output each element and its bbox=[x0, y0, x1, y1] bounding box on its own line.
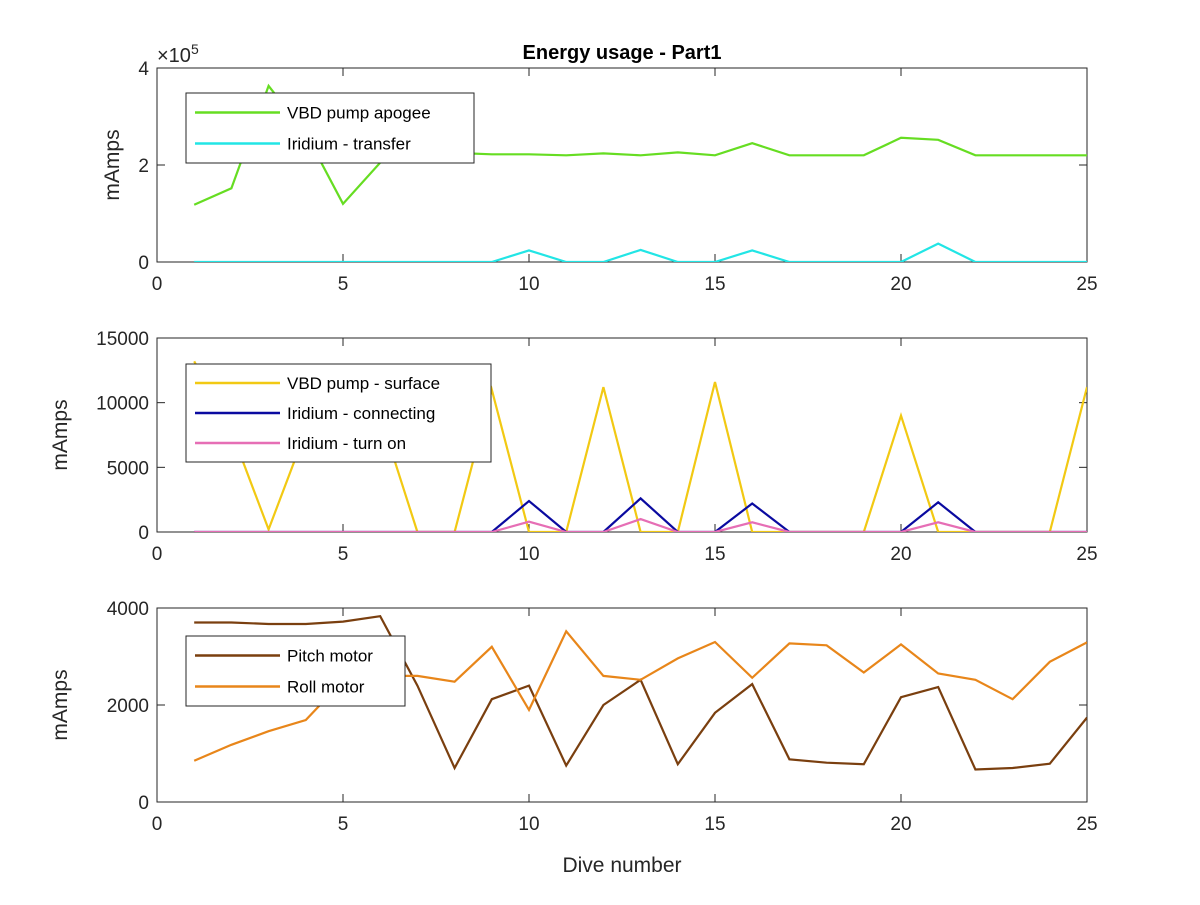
x-tick-label: 25 bbox=[1076, 274, 1097, 295]
legend-entry-label: Iridium - transfer bbox=[287, 135, 411, 154]
y-tick-label: 5000 bbox=[107, 458, 149, 479]
y-axis-label: mAmps bbox=[49, 399, 72, 470]
series-line-vbd-pump-apogee bbox=[193, 83, 1087, 206]
series-line-iridium-connecting bbox=[194, 496, 1087, 532]
subplot-2: 0 5 10 15 20 25 0 5000 10000 15000 mAmps VBD pump -… bbox=[49, 329, 1098, 565]
x-tick-label: 15 bbox=[704, 814, 725, 835]
chart-title: Energy usage - Part1 bbox=[523, 42, 722, 64]
y-axis-label: mAmps bbox=[49, 669, 72, 740]
x-tick-label: 20 bbox=[890, 814, 911, 835]
x-tick-label: 15 bbox=[704, 274, 725, 295]
x-tick-label: 5 bbox=[338, 814, 349, 835]
y-multiplier-exponent: 5 bbox=[191, 41, 199, 57]
x-tick-label: 10 bbox=[518, 544, 539, 565]
y-tick-label: 0 bbox=[138, 253, 149, 274]
y-tick-label: 4 bbox=[138, 59, 149, 80]
legend-entry-label: Iridium - connecting bbox=[287, 404, 435, 423]
legend-entry-label: VBD pump apogee bbox=[287, 104, 431, 123]
y-tick-label: 4000 bbox=[107, 599, 149, 620]
x-tick-label: 0 bbox=[152, 274, 163, 295]
x-tick-label: 0 bbox=[152, 544, 163, 565]
subplot-1: 0 5 10 15 20 25 0 2 4 ×105 mAmps Energy usage - Par… bbox=[101, 41, 1098, 295]
legend-box bbox=[185, 92, 475, 164]
x-tick-label: 5 bbox=[338, 544, 349, 565]
legend-box bbox=[185, 635, 406, 707]
x-tick-label: 10 bbox=[518, 814, 539, 835]
series-line-iridium-transfer bbox=[194, 242, 1087, 262]
y-tick-label: 15000 bbox=[96, 329, 149, 350]
legend-entry-label: Pitch motor bbox=[287, 647, 373, 666]
x-tick-label: 25 bbox=[1076, 814, 1097, 835]
x-axis-label: Dive number bbox=[562, 854, 681, 877]
legend-entry-label: Iridium - turn on bbox=[287, 434, 406, 453]
y-multiplier-label: ×105 bbox=[157, 41, 199, 67]
subplot-3: 0 5 10 15 20 25 0 2000 4000 mAmps Dive number Pitch… bbox=[49, 599, 1098, 877]
y-tick-label: 10000 bbox=[96, 394, 149, 415]
legend: Pitch motor Roll motor bbox=[185, 635, 406, 707]
legend: VBD pump apogee Iridium - transfer bbox=[185, 92, 475, 164]
legend: VBD pump - surface Iridium - connecting Ir… bbox=[185, 363, 492, 463]
legend-entry-label: Roll motor bbox=[287, 678, 365, 697]
y-tick-label: 0 bbox=[138, 523, 149, 544]
x-tick-label: 20 bbox=[890, 274, 911, 295]
series-line-iridium-turn-on bbox=[194, 517, 1087, 532]
x-tick-label: 20 bbox=[890, 544, 911, 565]
x-tick-label: 25 bbox=[1076, 544, 1097, 565]
x-tick-label: 15 bbox=[704, 544, 725, 565]
y-tick-label: 2 bbox=[138, 156, 149, 177]
y-tick-label: 2000 bbox=[107, 696, 149, 717]
y-tick-label: 0 bbox=[138, 793, 149, 814]
x-tick-label: 10 bbox=[518, 274, 539, 295]
y-axis-label: mAmps bbox=[101, 129, 124, 200]
x-tick-label: 0 bbox=[152, 814, 163, 835]
legend-entry-label: VBD pump - surface bbox=[287, 374, 440, 393]
x-tick-label: 5 bbox=[338, 274, 349, 295]
